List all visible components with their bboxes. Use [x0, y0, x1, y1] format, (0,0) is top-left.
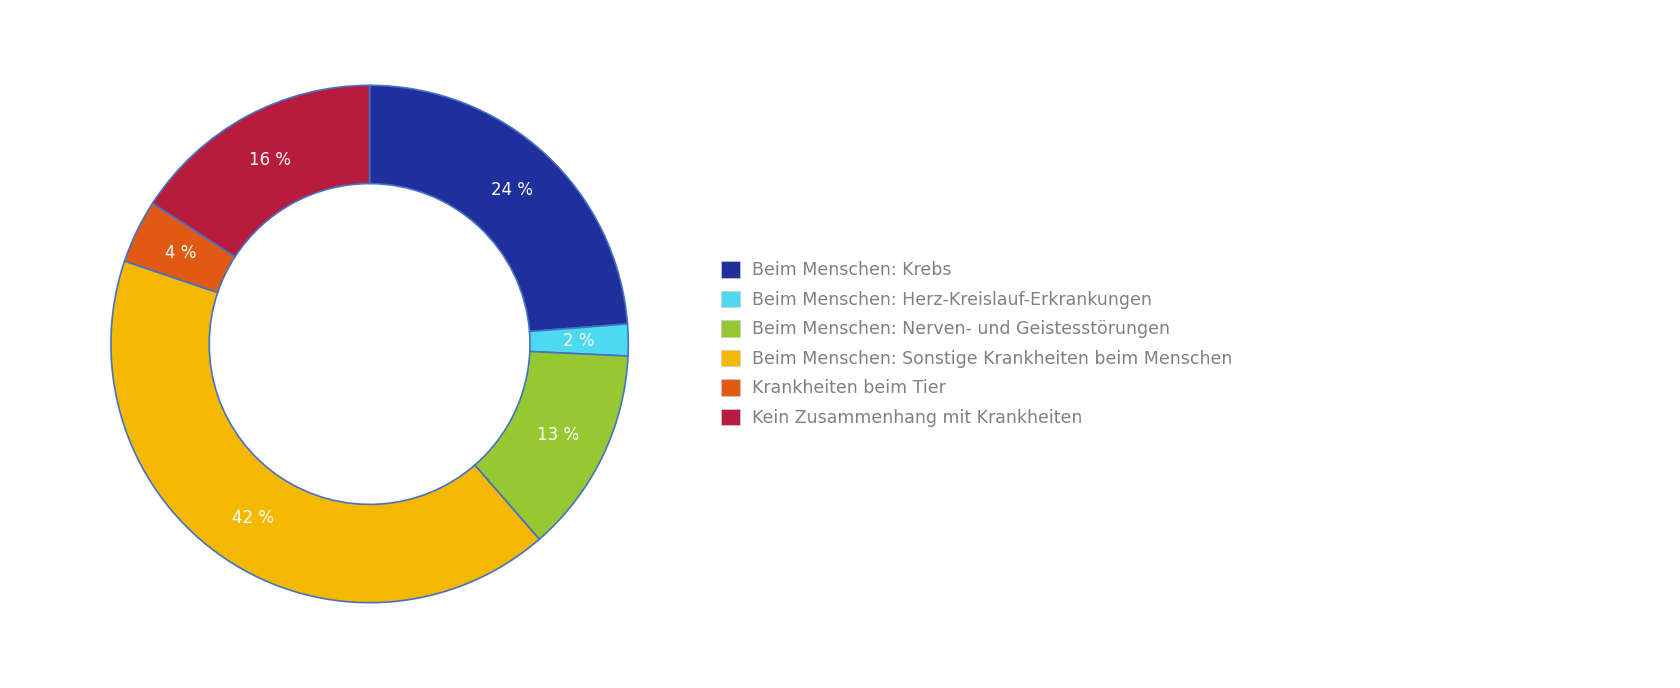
Text: 4 %: 4 %: [165, 244, 197, 261]
Wedge shape: [111, 261, 539, 603]
Wedge shape: [475, 352, 628, 539]
Wedge shape: [124, 203, 235, 292]
Legend: Beim Menschen: Krebs, Beim Menschen: Herz-Kreislauf-Erkrankungen, Beim Menschen:: Beim Menschen: Krebs, Beim Menschen: Her…: [714, 254, 1240, 434]
Wedge shape: [529, 324, 628, 356]
Text: 13 %: 13 %: [538, 427, 580, 444]
Text: 24 %: 24 %: [491, 181, 533, 200]
Text: 42 %: 42 %: [232, 509, 274, 527]
Wedge shape: [153, 85, 370, 257]
Wedge shape: [370, 85, 628, 332]
Text: 2 %: 2 %: [563, 332, 595, 350]
Text: 16 %: 16 %: [249, 151, 291, 169]
